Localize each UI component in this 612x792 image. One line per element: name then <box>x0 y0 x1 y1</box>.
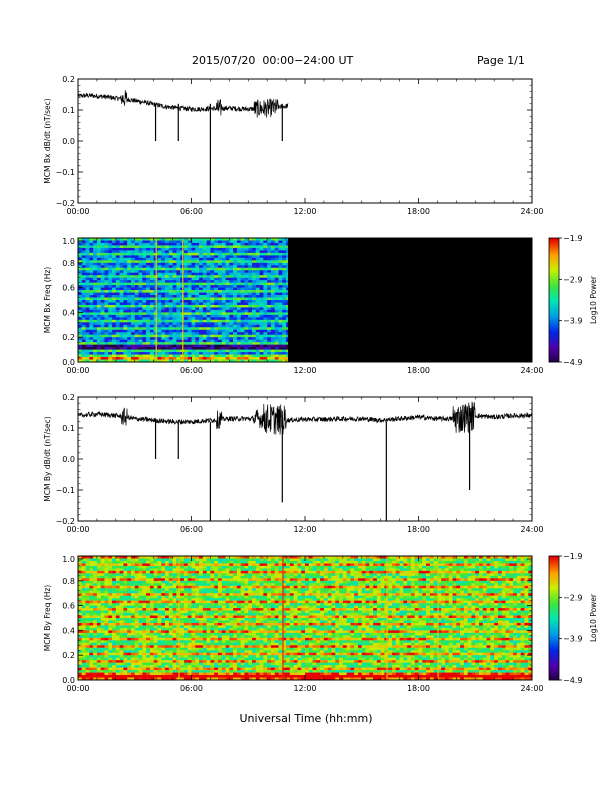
colorbar-1 <box>548 237 562 363</box>
trace-path-0 <box>77 90 289 118</box>
x-tick-label-3-3: 18:00 <box>407 684 430 693</box>
y-tick-label-3-2: 0.6 <box>62 602 75 611</box>
colorbar-tick-label-3-1: −2.9 <box>563 593 582 602</box>
x-tick-label-3-1: 06:00 <box>180 684 203 693</box>
x-tick-label-1-4: 24:00 <box>520 366 543 375</box>
x-tick-label-3-4: 24:00 <box>520 684 543 693</box>
x-tick-label-1-2: 12:00 <box>293 366 316 375</box>
spectral-streak <box>155 238 157 362</box>
y-tick-label-2-0: 0.2 <box>62 393 75 402</box>
y-tick-label-2-2: 0.0 <box>62 455 75 464</box>
colorbar-tick-label-1-2: −3.9 <box>563 317 582 326</box>
x-tick-label-0-2: 12:00 <box>293 207 316 216</box>
y-tick-label-2-3: −0.1 <box>56 486 75 495</box>
page-indicator: Page 1/1 <box>477 54 525 67</box>
x-tick-label-1-1: 06:00 <box>180 366 203 375</box>
colorbar-label-1: Log10 Power <box>589 275 598 324</box>
y-tick-label-3-0: 1.0 <box>62 555 75 564</box>
y-tick-label-1-1: 0.8 <box>62 259 75 268</box>
y-axis-label-2: MCM By dB/dt (nT/sec) <box>43 416 52 501</box>
y-tick-label-0-4: −0.2 <box>56 199 75 208</box>
figure-title: 2015/07/20 00:00−24:00 UT <box>192 54 354 67</box>
x-tick-label-1-0: 00:00 <box>66 366 89 375</box>
colorbar-3 <box>548 555 562 681</box>
x-tick-label-0-1: 06:00 <box>180 207 203 216</box>
colorbar-tick-label-1-1: −2.9 <box>563 275 582 284</box>
colorbar-frame-1 <box>548 237 560 363</box>
spectrogram-1 <box>78 238 532 363</box>
y-tick-label-3-4: 0.2 <box>62 651 75 660</box>
trace-path-2 <box>77 401 533 435</box>
x-tick-label-3-2: 12:00 <box>293 684 316 693</box>
no-data-region-1 <box>287 238 532 362</box>
y-tick-label-2-4: −0.2 <box>56 517 75 526</box>
colorbar-tick-label-1-0: −1.9 <box>563 234 582 243</box>
x-tick-label-0-4: 24:00 <box>520 207 543 216</box>
spectral-streak <box>178 556 180 680</box>
colorbar-tick-label-1-3: −4.9 <box>563 358 582 367</box>
x-tick-label-3-0: 00:00 <box>66 684 89 693</box>
y-tick-label-0-3: −0.1 <box>56 168 75 177</box>
x-tick-label-2-4: 24:00 <box>520 525 543 534</box>
spectrogram-3 <box>78 556 533 681</box>
spectral-streak <box>386 556 388 680</box>
y-tick-label-1-0: 1.0 <box>62 237 75 246</box>
series-trace-0 <box>77 90 289 203</box>
y-tick-label-1-5: 0.0 <box>62 358 75 367</box>
spectral-streak <box>437 556 439 680</box>
x-axis-label: Universal Time (hh:mm) <box>240 712 373 725</box>
x-tick-label-1-3: 18:00 <box>407 366 430 375</box>
x-tick-label-2-0: 00:00 <box>66 525 89 534</box>
y-tick-label-2-1: 0.1 <box>62 424 75 433</box>
y-tick-label-0-1: 0.1 <box>62 106 75 115</box>
x-tick-label-2-1: 06:00 <box>180 525 203 534</box>
spectral-streak <box>182 238 184 362</box>
y-tick-label-0-2: 0.0 <box>62 137 75 146</box>
series-trace-2 <box>77 401 533 521</box>
x-tick-label-2-2: 12:00 <box>293 525 316 534</box>
y-tick-label-0-0: 0.2 <box>62 75 75 84</box>
colorbar-tick-label-3-3: −4.9 <box>563 676 582 685</box>
x-tick-label-0-3: 18:00 <box>407 207 430 216</box>
x-tick-label-2-3: 18:00 <box>407 525 430 534</box>
colorbar-frame-3 <box>548 555 560 681</box>
x-tick-label-0-0: 00:00 <box>66 207 89 216</box>
colorbar-tick-label-3-2: −3.9 <box>563 635 582 644</box>
y-tick-label-3-5: 0.0 <box>62 676 75 685</box>
colorbar-tick-label-3-0: −1.9 <box>563 552 582 561</box>
plot-frame-0 <box>77 78 533 204</box>
y-tick-label-1-3: 0.4 <box>62 308 75 317</box>
spectral-streak <box>282 556 284 680</box>
y-tick-label-3-3: 0.4 <box>62 626 75 635</box>
y-axis-label-3: MCM By Freq (Hz) <box>43 585 52 651</box>
y-axis-label-1: MCM Bx Freq (Hz) <box>43 267 52 333</box>
y-tick-label-3-1: 0.8 <box>62 577 75 586</box>
y-tick-label-1-2: 0.6 <box>62 284 75 293</box>
y-axis-label-0: MCM Bx dB/dt (nT/sec) <box>43 98 52 183</box>
colorbar-label-3: Log10 Power <box>589 593 598 642</box>
y-tick-label-1-4: 0.2 <box>62 333 75 342</box>
